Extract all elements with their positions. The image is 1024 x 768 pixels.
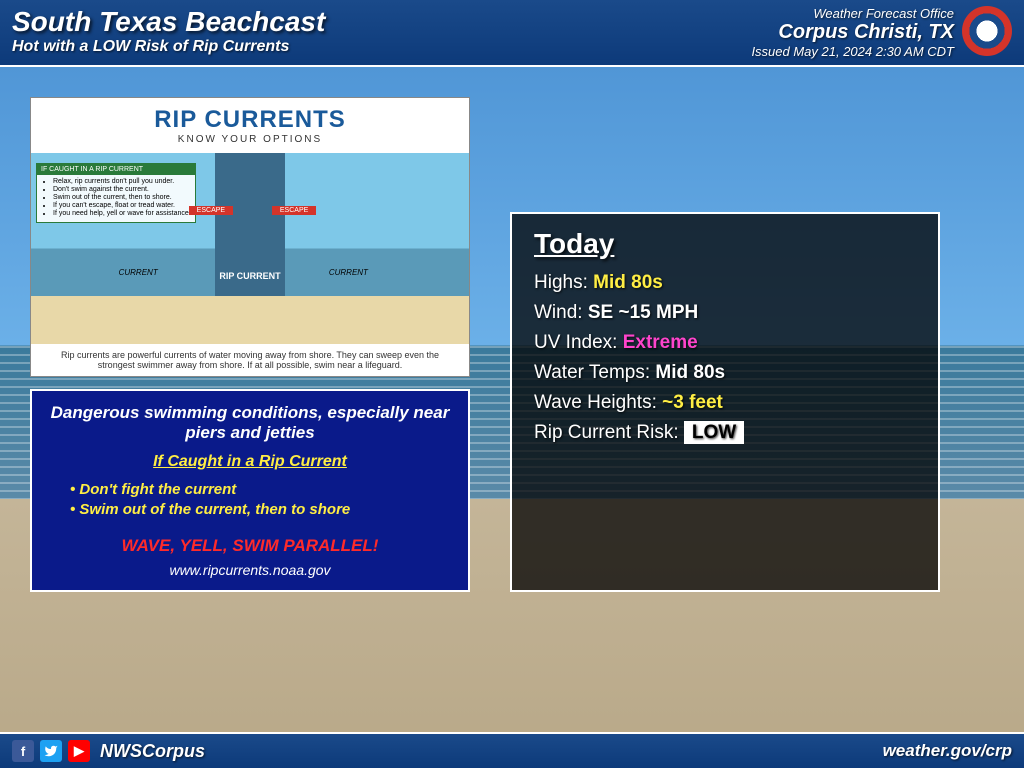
nws-logo-icon xyxy=(962,6,1012,56)
today-forecast-panel: Today Highs: Mid 80s Wind: SE ~15 MPH UV I… xyxy=(510,212,940,592)
diagram-visual: IF CAUGHT IN A RIP CURRENT Relax, rip cu… xyxy=(31,153,469,344)
diagram-subtitle: KNOW YOUR OPTIONS xyxy=(39,134,461,145)
diagram-explanation: Rip currents are powerful currents of wa… xyxy=(31,344,469,376)
forecast-value: LOW xyxy=(684,421,744,444)
forecast-row: Rip Current Risk: LOW xyxy=(534,422,916,444)
warning-action: WAVE, YELL, SWIM PARALLEL! xyxy=(50,536,450,556)
main-content: RIP CURRENTS KNOW YOUR OPTIONS IF CAUGHT… xyxy=(0,67,1024,592)
forecast-row: Highs: Mid 80s xyxy=(534,272,916,294)
warning-headline: Dangerous swimming conditions, especiall… xyxy=(50,403,450,443)
warning-panel: Dangerous swimming conditions, especiall… xyxy=(30,389,470,592)
diagram-title: RIP CURRENTS xyxy=(39,106,461,134)
forecast-value: SE ~15 MPH xyxy=(588,302,698,323)
page-subtitle: Hot with a LOW Risk of Rip Currents xyxy=(12,38,325,56)
twitter-icon[interactable] xyxy=(40,740,62,762)
warning-url: www.ripcurrents.noaa.gov xyxy=(50,562,450,578)
warning-bullet: • Swim out of the current, then to shore xyxy=(70,501,450,518)
today-title: Today xyxy=(534,228,916,260)
header-bar: South Texas Beachcast Hot with a LOW Ris… xyxy=(0,0,1024,67)
warning-bullet: • Don't fight the current xyxy=(70,481,450,498)
warning-subhead: If Caught in a Rip Current xyxy=(50,453,450,471)
forecast-value: Extreme xyxy=(623,332,698,353)
escape-arrow-right: ESCAPE xyxy=(272,206,316,215)
youtube-icon[interactable]: ▶ xyxy=(68,740,90,762)
rip-current-label: RIP CURRENT xyxy=(219,271,280,281)
forecast-value: ~3 feet xyxy=(662,392,723,413)
forecast-row: Wave Heights: ~3 feet xyxy=(534,392,916,414)
forecast-row: UV Index: Extreme xyxy=(534,332,916,354)
diagram-tips-box: IF CAUGHT IN A RIP CURRENT Relax, rip cu… xyxy=(36,163,196,223)
current-label-left: CURRENT xyxy=(119,268,158,277)
forecast-row: Water Temps: Mid 80s xyxy=(534,362,916,384)
footer-bar: f ▶ NWSCorpus weather.gov/crp xyxy=(0,732,1024,768)
footer-url: weather.gov/crp xyxy=(883,741,1012,761)
facebook-icon[interactable]: f xyxy=(12,740,34,762)
issued-timestamp: Issued May 21, 2024 2:30 AM CDT xyxy=(751,44,954,59)
escape-arrow-left: ESCAPE xyxy=(189,206,233,215)
forecast-row: Wind: SE ~15 MPH xyxy=(534,302,916,324)
forecast-value: Mid 80s xyxy=(655,362,725,383)
current-label-right: CURRENT xyxy=(329,268,368,277)
office-name: Corpus Christi, TX xyxy=(751,21,954,44)
forecast-value: Mid 80s xyxy=(593,272,663,293)
social-handle: NWSCorpus xyxy=(100,741,205,762)
social-links: f ▶ NWSCorpus xyxy=(12,740,205,762)
page-title: South Texas Beachcast xyxy=(12,6,325,38)
office-label: Weather Forecast Office xyxy=(751,6,954,21)
rip-current-diagram: RIP CURRENTS KNOW YOUR OPTIONS IF CAUGHT… xyxy=(30,97,470,377)
